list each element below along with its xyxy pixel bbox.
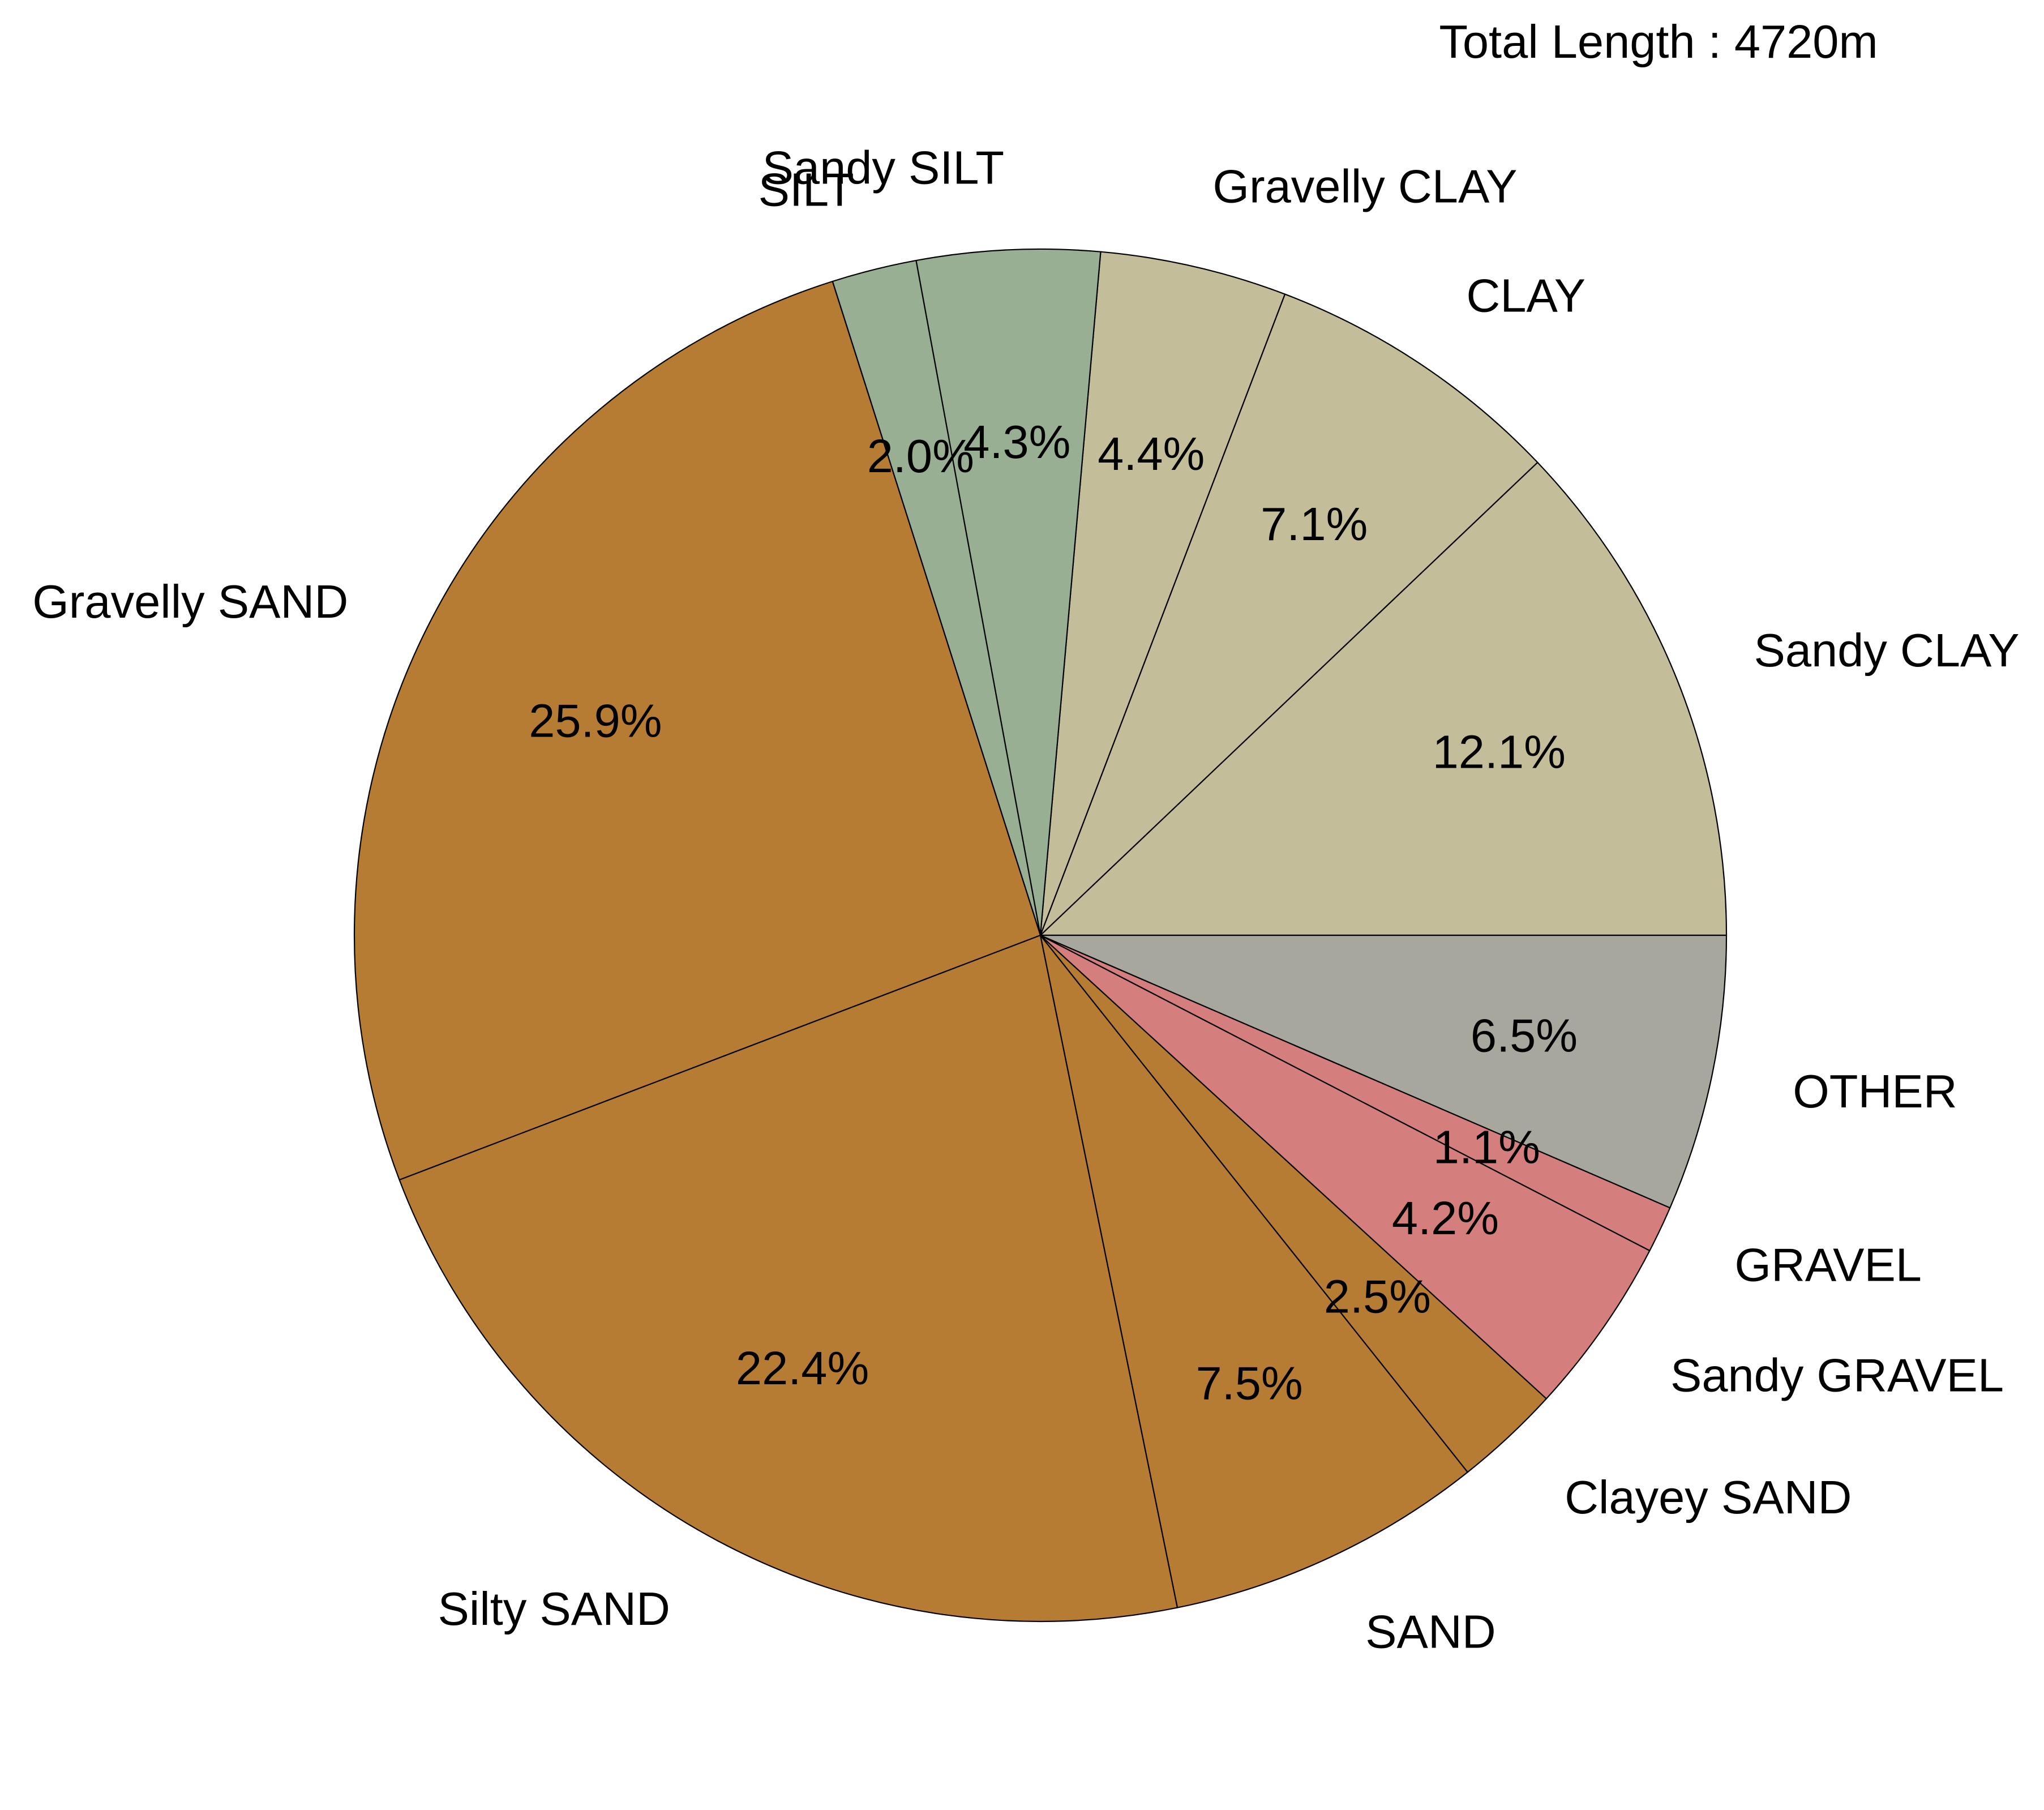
pie-slice-other	[1039, 934, 1728, 1209]
pct-label-sandy-gravel: 4.2%	[1392, 1192, 1499, 1244]
pct-label-gravelly-sand: 25.9%	[529, 695, 662, 747]
pie-slice-sandy-gravel	[1039, 934, 1651, 1400]
category-label-silt: SILT	[759, 164, 854, 216]
pie-slice-gravelly-clay	[1039, 251, 1286, 936]
percentage-labels: 12.1% 7.1% 4.4% 4.3%2.0% 25.9% 22.4% 7.5% 2.5% 4…	[529, 416, 1578, 1410]
category-label-silty-sand: Silty SAND	[438, 1582, 670, 1635]
pct-label-clay: 7.1%	[1261, 498, 1368, 550]
category-label-clayey-sand: Clayey SAND	[1565, 1471, 1852, 1524]
category-label-sandy-silt: Sandy SILT	[762, 142, 1005, 194]
pie-slice-sandy-clay	[1039, 461, 1728, 936]
pct-label-silty-sand: 22.4%	[736, 1342, 869, 1394]
category-label-clay: CLAY	[1466, 269, 1586, 322]
pct-label-other: 6.5%	[1471, 1009, 1578, 1062]
pie-slice-gravelly-sand	[353, 280, 1042, 1181]
pie-slice-sand	[1039, 934, 1468, 1608]
pct-label-sand: 7.5%	[1196, 1357, 1303, 1409]
pie-slice-clay	[1039, 293, 1539, 936]
category-label-gravelly-sand: Gravelly SAND	[32, 575, 348, 628]
category-label-other: OTHER	[1793, 1065, 1957, 1118]
category-labels: Sandy CLAY CLAY Gravelly CLAY Sandy SILTSIL…	[32, 142, 2019, 1658]
total-length-annotation: Total Length : 4720m	[1439, 15, 1878, 68]
category-label-sandy-clay: Sandy CLAY	[1754, 624, 2020, 677]
pct-label-sandy-clay: 12.1%	[1433, 726, 1566, 778]
pct-label-gravel: 1.1%	[1433, 1121, 1540, 1174]
category-label-gravelly-clay: Gravelly CLAY	[1212, 160, 1517, 213]
pie-slices	[353, 248, 1728, 1623]
pct-label-clayey-sand: 2.5%	[1324, 1270, 1431, 1323]
category-label-sand: SAND	[1365, 1606, 1496, 1658]
pie-slice-silty-sand	[398, 934, 1179, 1623]
pct-label-gravelly-clay: 4.4%	[1098, 427, 1205, 480]
pie-slice-sandy-silt	[915, 248, 1102, 936]
pct-label-silt: 2.0%	[867, 430, 974, 482]
category-label-gravel: GRAVEL	[1734, 1238, 1922, 1291]
pct-label-sandy-silt: 4.3%	[963, 416, 1070, 468]
category-label-sandy-gravel: Sandy GRAVEL	[1670, 1349, 2004, 1402]
